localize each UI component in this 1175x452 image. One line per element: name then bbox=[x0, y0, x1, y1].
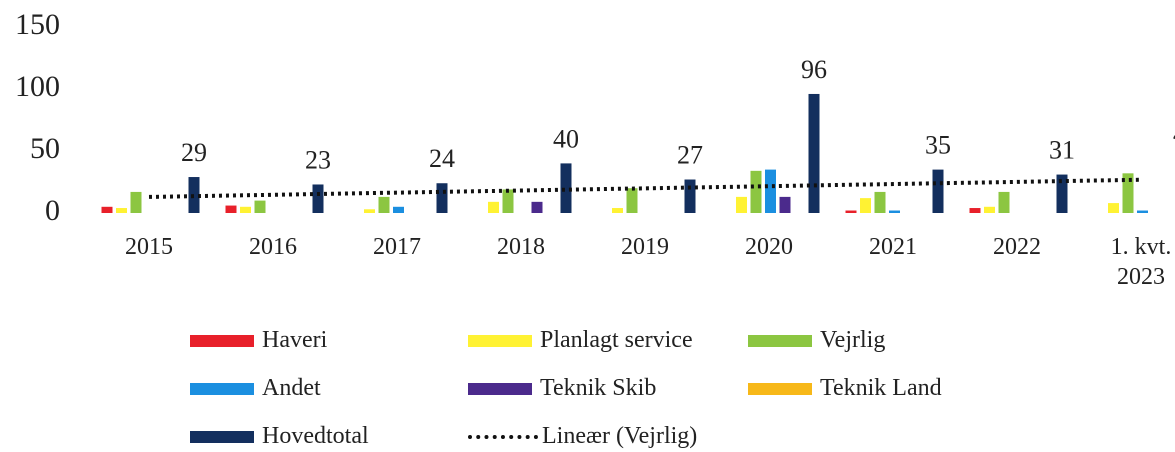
bar bbox=[1122, 173, 1134, 213]
x-tick-label: 2019 bbox=[621, 234, 669, 260]
legend-item: Vejrlig bbox=[748, 327, 885, 354]
bar bbox=[684, 179, 696, 213]
x-tick-label: 2020 bbox=[745, 234, 793, 260]
legend-item: Planlagt service bbox=[468, 327, 693, 354]
bar bbox=[808, 93, 820, 213]
value-label: 29 bbox=[181, 138, 207, 167]
trendline bbox=[148, 177, 1142, 199]
legend-label: Andet bbox=[262, 375, 321, 401]
bar bbox=[969, 208, 981, 213]
legend-label: Teknik Land bbox=[820, 375, 942, 401]
bar bbox=[560, 163, 572, 213]
legend-swatch bbox=[190, 382, 254, 395]
bar bbox=[531, 201, 543, 213]
value-label: 24 bbox=[429, 144, 455, 173]
legend-swatch bbox=[468, 334, 532, 347]
legend-swatch bbox=[468, 434, 538, 439]
legend-label: Lineær (Vejrlig) bbox=[542, 423, 698, 449]
value-label: 23 bbox=[305, 145, 331, 174]
legend-label: Hovedtotal bbox=[262, 423, 369, 449]
x-tick-label: 2022 bbox=[993, 234, 1041, 260]
legend-item: Teknik Land bbox=[748, 375, 942, 402]
y-tick-label: 50 bbox=[30, 132, 60, 165]
bar bbox=[436, 183, 448, 213]
bar bbox=[240, 206, 251, 213]
bar bbox=[1137, 210, 1148, 213]
bar bbox=[488, 201, 499, 213]
bar bbox=[101, 206, 113, 213]
y-tick-label: 150 bbox=[15, 8, 60, 41]
legend-swatch bbox=[190, 430, 254, 443]
y-tick-label: 100 bbox=[15, 70, 60, 103]
value-label: 31 bbox=[1049, 136, 1075, 165]
bar bbox=[845, 210, 857, 213]
legend-label: Teknik Skib bbox=[540, 375, 657, 401]
legend-swatch bbox=[748, 382, 812, 395]
value-label: 96 bbox=[801, 55, 827, 84]
bar bbox=[984, 206, 995, 213]
legend-label: Planlagt service bbox=[540, 327, 693, 353]
bar bbox=[612, 208, 623, 213]
value-label: 27 bbox=[677, 140, 703, 169]
value-label: 40 bbox=[553, 124, 579, 153]
bar bbox=[750, 170, 762, 213]
bar bbox=[765, 169, 776, 213]
bar bbox=[502, 189, 514, 213]
bar bbox=[779, 196, 791, 213]
bar bbox=[188, 177, 200, 213]
legend-item: Andet bbox=[190, 375, 321, 402]
x-tick-label: 2015 bbox=[125, 234, 173, 260]
legend-swatch bbox=[748, 334, 812, 347]
bar bbox=[889, 210, 900, 213]
x-tick-label: 1. kvt. 2023 bbox=[1110, 234, 1172, 290]
legend-item: Lineær (Vejrlig) bbox=[468, 423, 697, 450]
bar bbox=[393, 206, 404, 213]
legend-item: Hovedtotal bbox=[190, 423, 369, 450]
bar bbox=[998, 191, 1010, 213]
value-label: 35 bbox=[925, 131, 951, 160]
legend-swatch bbox=[190, 334, 254, 347]
x-tick-label: 2017 bbox=[373, 234, 421, 260]
bar bbox=[116, 208, 127, 213]
x-tick-label: 2021 bbox=[869, 234, 917, 260]
x-tick-label: 2018 bbox=[497, 234, 545, 260]
x-tick-label: 2016 bbox=[249, 234, 297, 260]
bar bbox=[860, 198, 871, 213]
value-label: 44 bbox=[1173, 119, 1175, 148]
legend-swatch bbox=[468, 382, 532, 395]
bar bbox=[312, 184, 324, 213]
legend-label: Haveri bbox=[262, 327, 328, 353]
bar bbox=[1056, 174, 1068, 213]
bar bbox=[626, 188, 638, 213]
bar bbox=[736, 196, 747, 213]
legend-item: Haveri bbox=[190, 327, 327, 354]
bar bbox=[254, 200, 266, 213]
y-tick-label: 0 bbox=[45, 194, 60, 227]
bar bbox=[130, 191, 142, 213]
bar bbox=[225, 205, 237, 213]
bar bbox=[378, 196, 390, 213]
bar bbox=[1108, 203, 1119, 213]
bar bbox=[364, 209, 375, 213]
bar bbox=[932, 169, 944, 213]
bar bbox=[874, 191, 886, 213]
legend-label: Vejrlig bbox=[820, 327, 886, 353]
legend-item: Teknik Skib bbox=[468, 375, 656, 402]
